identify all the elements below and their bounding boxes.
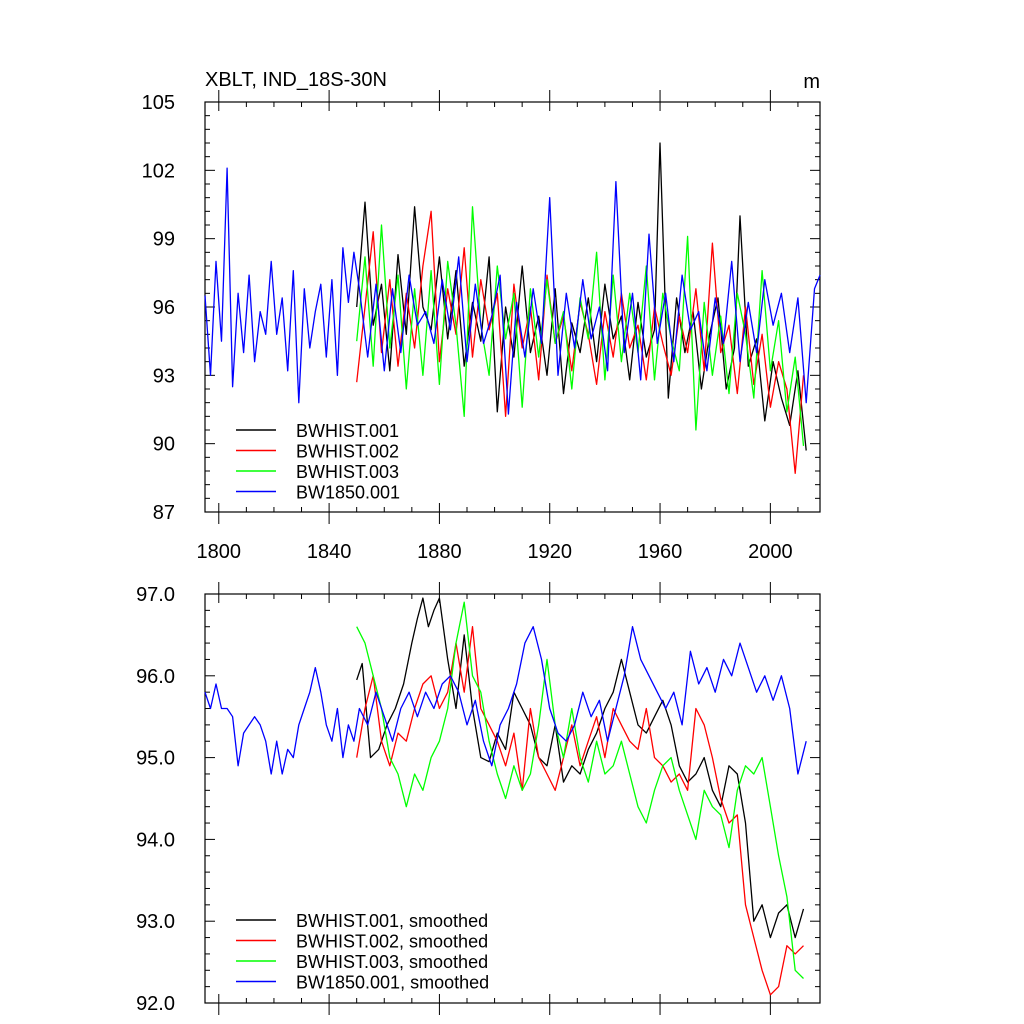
y-tick-label: 102 [142,160,175,182]
series-line-3 [204,626,807,775]
y-tick-label: 92.0 [136,993,175,1015]
legend-label: BWHIST.003, smoothed [296,952,488,972]
bottom-series-lines [204,597,807,996]
legend-label: BWHIST.002, smoothed [296,932,488,952]
x-tick-label: 1920 [527,541,572,563]
legend-label: BWHIST.002 [296,442,399,462]
y-tick-label: 99 [153,229,175,251]
y-tick-label: 97.0 [136,584,175,606]
legend-label: BW1850.001, smoothed [296,973,489,993]
series-line-2 [356,601,804,979]
legend-label: BWHIST.001, smoothed [296,911,488,931]
series-line-0 [356,597,805,939]
top-series-lines [204,142,821,474]
y-tick-label: 87 [153,502,175,524]
top-panel: XBLT, IND_18S-30N m 1800 1840 1880 1920 1960… [142,69,821,563]
series-line-1 [356,626,804,996]
series-line-3 [204,167,821,415]
y-tick-label: 96.0 [136,666,175,688]
x-tick-label: 1960 [638,541,683,563]
top-axis-ticks: 1800 1840 1880 1920 1960 2000 87 90 93 96 99 102 105 [142,90,820,563]
series-line-1 [356,210,805,474]
y-tick-label: 93 [153,365,175,387]
bottom-panel: 92.0 93.0 94.0 95.0 96.0 97.0 BWHIST.001, smo… [136,582,821,1015]
y-tick-label: 90 [153,434,175,456]
x-tick-label: 2000 [748,541,793,563]
legend-label: BWHIST.003 [296,462,399,482]
legend-label: BWHIST.001 [296,421,399,441]
x-tick-label: 1880 [417,541,462,563]
bottom-plot-frame [204,593,821,1004]
x-tick-label: 1800 [197,541,242,563]
y-tick-label: 94.0 [136,829,175,851]
bottom-axis-ticks: 92.0 93.0 94.0 95.0 96.0 97.0 [136,582,820,1015]
units-label: m [803,71,820,93]
chart-title: XBLT, IND_18S-30N [205,69,387,91]
y-tick-label: 93.0 [136,911,175,933]
x-tick-label: 1840 [307,541,352,563]
y-tick-label: 105 [142,92,175,114]
series-line-0 [356,142,807,451]
y-tick-label: 96 [153,297,175,319]
y-tick-label: 95.0 [136,748,175,770]
legend-label: BW1850.001 [296,483,400,503]
